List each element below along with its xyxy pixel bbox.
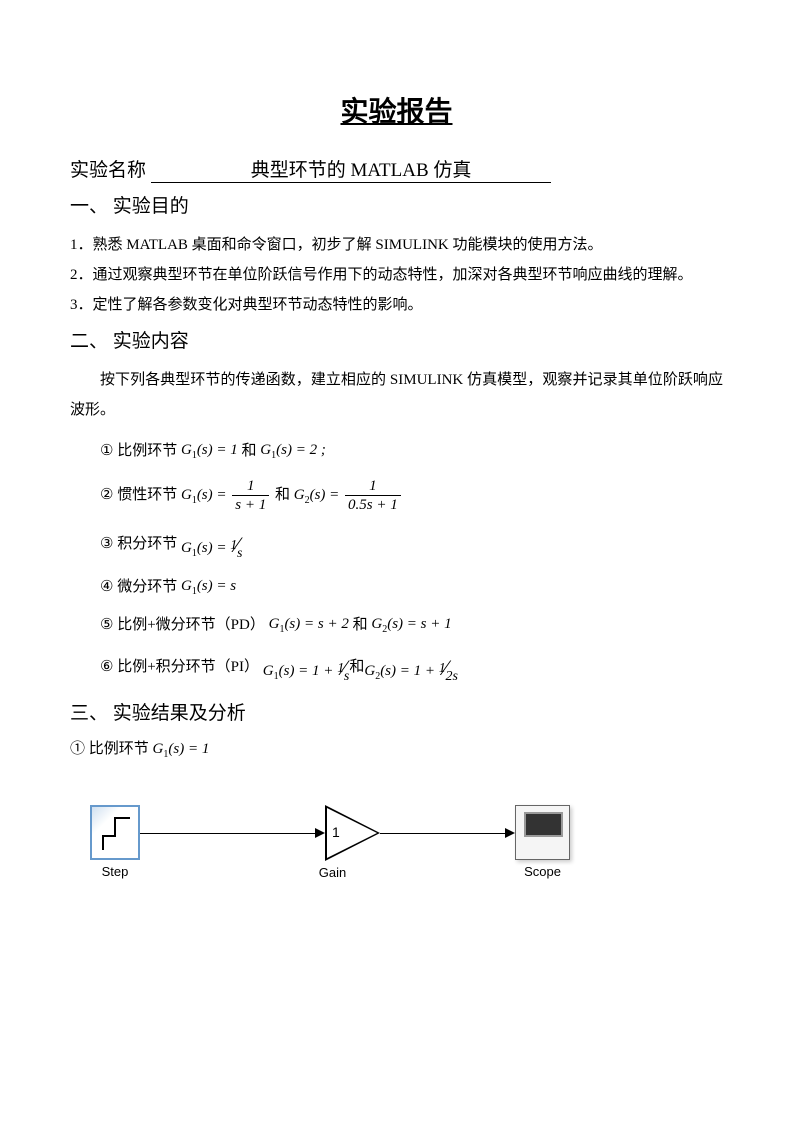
- eq4-label: 微分环节: [117, 576, 177, 599]
- step-block-icon: [90, 805, 140, 860]
- scope-block: Scope: [515, 805, 570, 879]
- gain-value: 1: [332, 824, 340, 840]
- wire-1: [140, 833, 323, 834]
- experiment-name-value: 典型环节的 MATLAB 仿真: [151, 155, 552, 183]
- eq1-num: ①: [100, 440, 113, 463]
- eq2-conj: 和: [275, 484, 290, 507]
- eq3-label: 积分环节: [117, 533, 177, 556]
- experiment-name-row: 实验名称 典型环节的 MATLAB 仿真: [70, 155, 723, 183]
- eq2-label: 惯性环节: [117, 484, 177, 507]
- res1-eq: G1(s) = 1: [153, 741, 210, 757]
- eq-item-6: ⑥ 比例+积分环节（PI） G1(s) = 1 + 1⁄s 和 G2(s) = …: [70, 651, 723, 684]
- eq1-conj: 和: [242, 440, 257, 463]
- eq4-num: ④: [100, 576, 113, 599]
- res1-num: ①: [70, 741, 85, 757]
- eq6-num: ⑥: [100, 656, 113, 679]
- eq5-g1: G1(s) = s + 2: [269, 613, 349, 637]
- eq2-g2: G2(s) = 10.5s + 1: [294, 477, 403, 514]
- res1-label: 比例环节: [89, 741, 149, 757]
- scope-label: Scope: [515, 864, 570, 879]
- section2-intro: 按下列各典型环节的传递函数，建立相应的 SIMULINK 仿真模型，观察并记录其…: [70, 365, 723, 425]
- eq5-num: ⑤: [100, 614, 113, 637]
- eq-item-3: ③ 积分环节 G1(s) = 1⁄s: [70, 528, 723, 561]
- eq-item-2: ② 惯性环节 G1(s) = 1s + 1 和 G2(s) = 10.5s + …: [70, 477, 723, 514]
- eq1-g1: G1(s) = 1: [181, 439, 238, 463]
- experiment-name-label: 实验名称: [70, 155, 146, 182]
- eq4-g1: G1(s) = s: [181, 575, 236, 599]
- section1-header: 一、 实验目的: [70, 191, 723, 218]
- wire-2: [380, 833, 513, 834]
- eq5-label: 比例+微分环节（PD）: [117, 614, 265, 637]
- eq5-conj: 和: [353, 614, 368, 637]
- section1-item2: 2．通过观察典型环节在单位阶跃信号作用下的动态特性，加深对各典型环节响应曲线的理…: [70, 260, 723, 290]
- arrow-2: [505, 828, 515, 838]
- section1-item1: 1．熟悉 MATLAB 桌面和命令窗口，初步了解 SIMULINK 功能模块的使…: [70, 230, 723, 260]
- eq-item-4: ④ 微分环节 G1(s) = s: [70, 575, 723, 599]
- simulink-diagram: Step 1 Gain Scope: [90, 805, 610, 925]
- gain-block: 1 Gain: [325, 805, 380, 880]
- eq2-num: ②: [100, 484, 113, 507]
- eq6-label: 比例+积分环节（PI）: [117, 656, 259, 679]
- eq3-g1: G1(s) = 1⁄s: [181, 528, 242, 561]
- eq6-conj: 和: [349, 656, 364, 679]
- section3-header: 三、 实验结果及分析: [70, 698, 723, 725]
- gain-block-icon: 1: [325, 805, 380, 861]
- eq-item-1: ① 比例环节 G1(s) = 1 和 G1(s) = 2 ;: [70, 439, 723, 463]
- eq3-num: ③: [100, 533, 113, 556]
- section1-item3: 3．定性了解各参数变化对典型环节动态特性的影响。: [70, 290, 723, 320]
- step-label: Step: [90, 864, 140, 879]
- document-title: 实验报告: [70, 90, 723, 130]
- eq5-g2: G2(s) = s + 1: [371, 613, 451, 637]
- scope-block-icon: [515, 805, 570, 860]
- eq6-g1: G1(s) = 1 + 1⁄s: [263, 651, 350, 684]
- step-block: Step: [90, 805, 140, 879]
- result-item-1: ① 比例环节 G1(s) = 1: [70, 737, 723, 760]
- eq1-label: 比例环节: [117, 440, 177, 463]
- eq1-g2: G1(s) = 2 ;: [260, 439, 326, 463]
- section2-header: 二、 实验内容: [70, 326, 723, 353]
- arrow-1: [315, 828, 325, 838]
- eq6-g2: G2(s) = 1 + 1⁄2s: [364, 651, 458, 684]
- eq2-g1: G1(s) = 1s + 1: [181, 477, 271, 514]
- eq-item-5: ⑤ 比例+微分环节（PD） G1(s) = s + 2 和 G2(s) = s …: [70, 613, 723, 637]
- gain-label: Gain: [285, 865, 380, 880]
